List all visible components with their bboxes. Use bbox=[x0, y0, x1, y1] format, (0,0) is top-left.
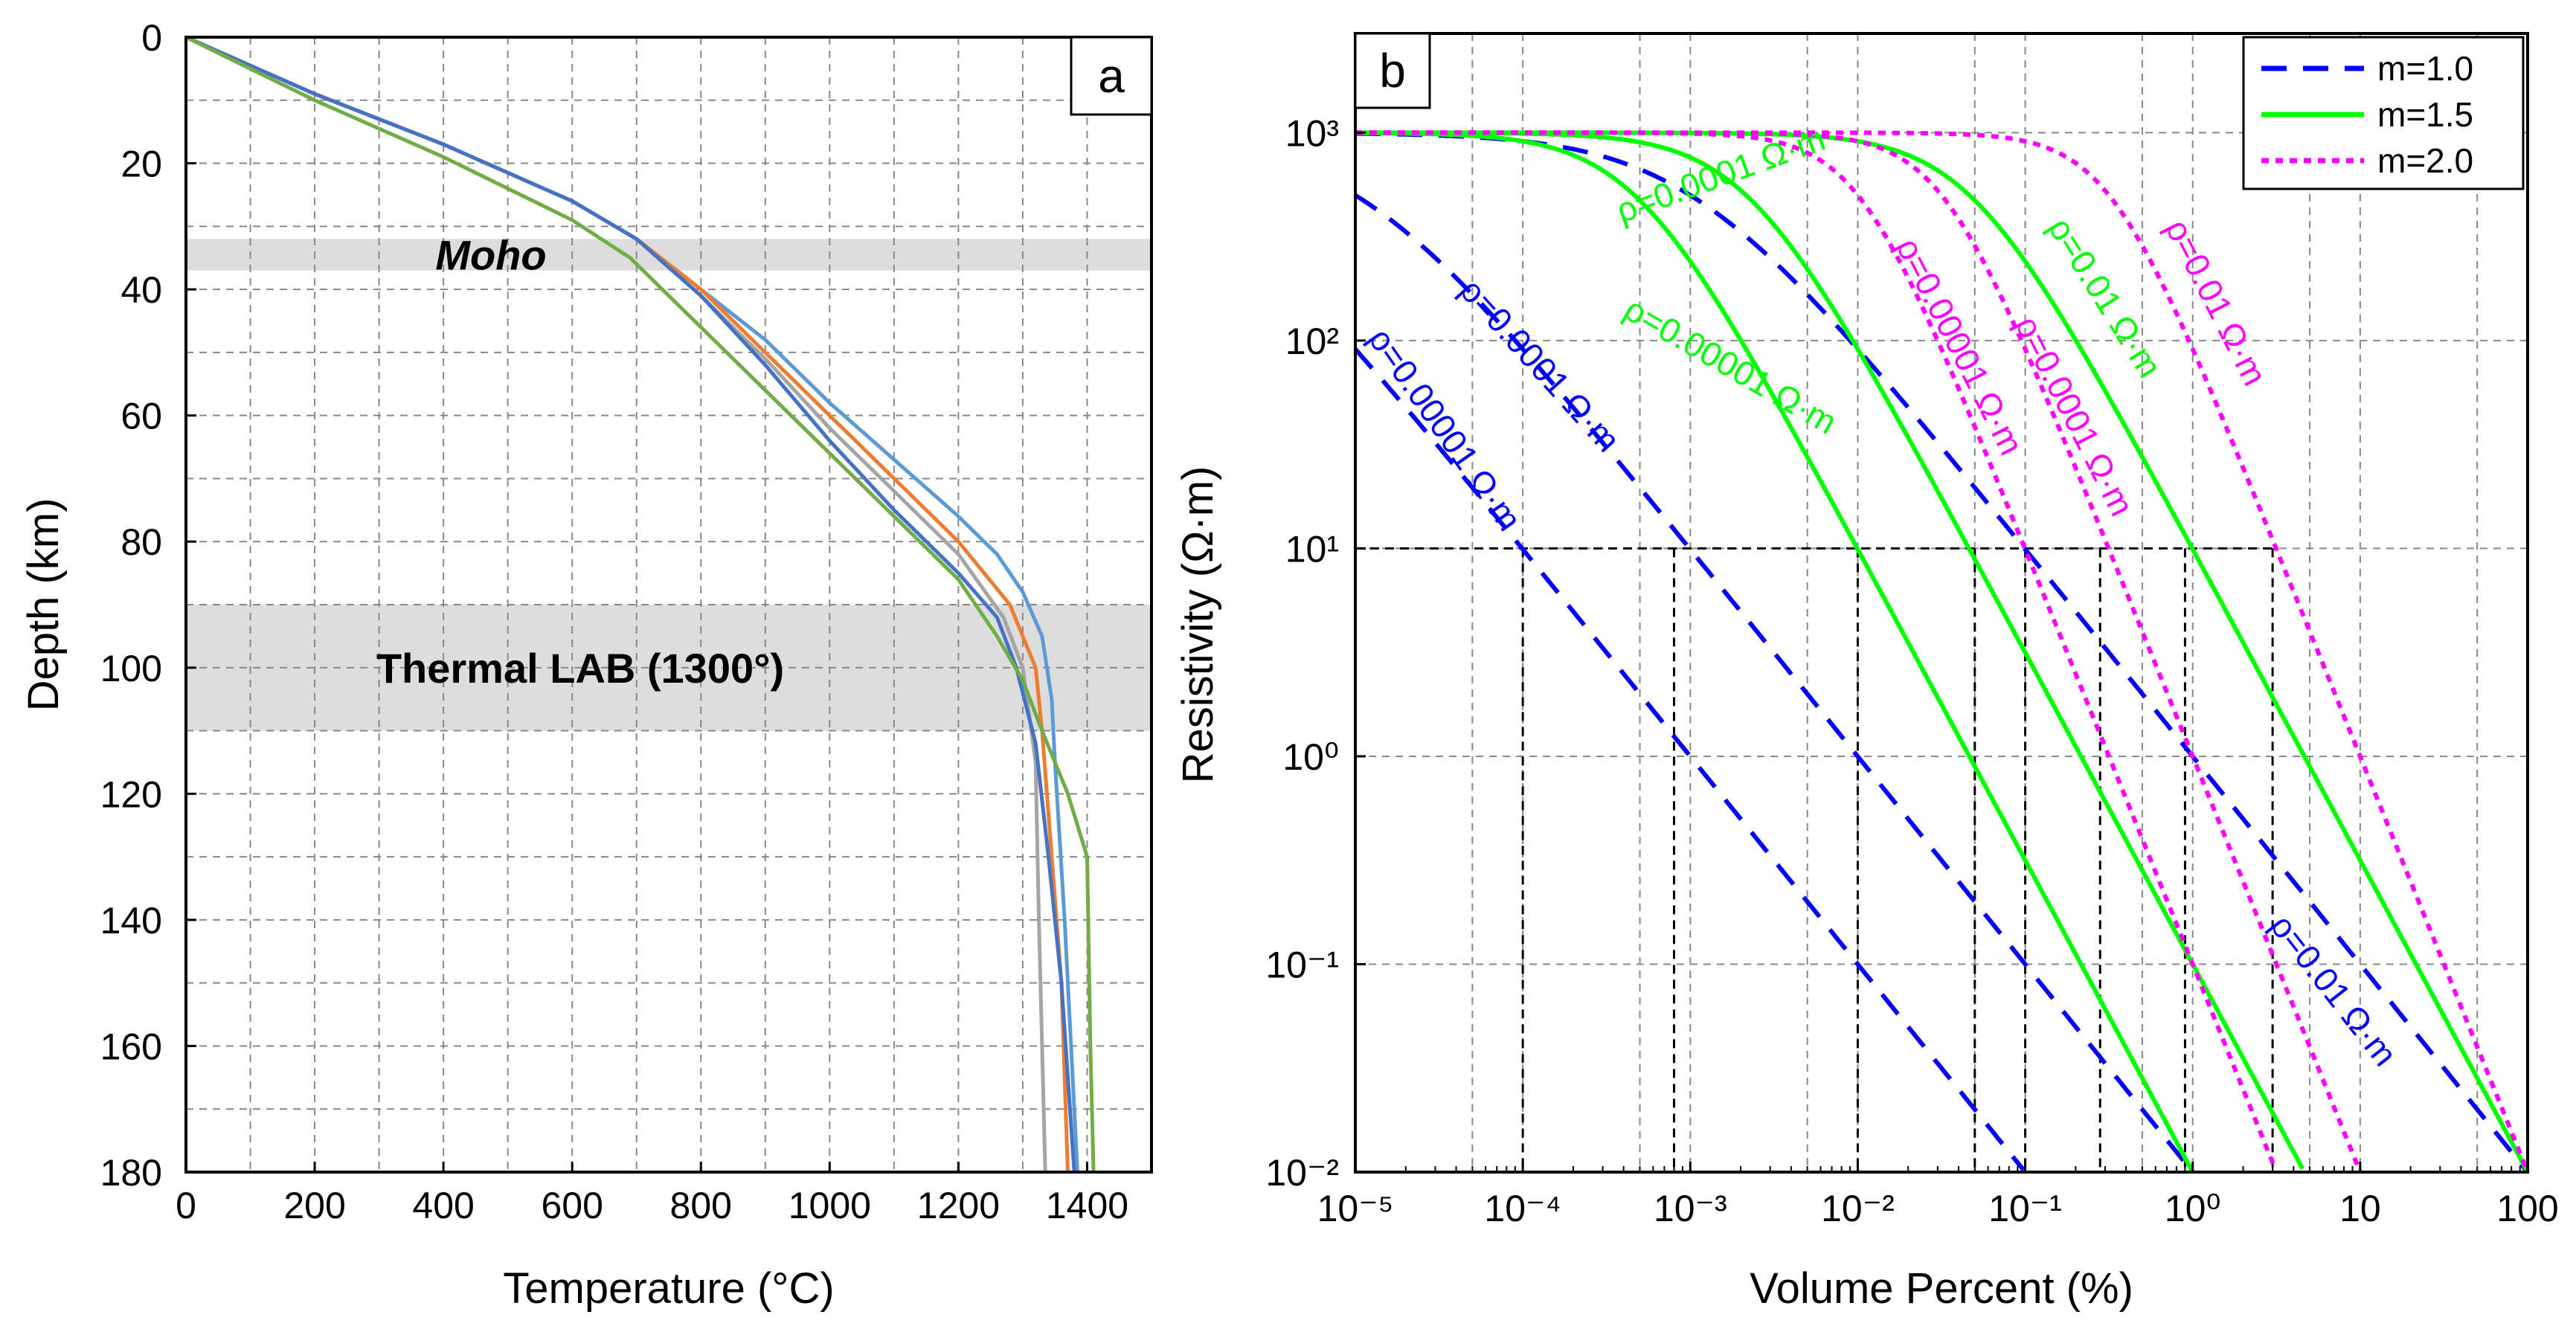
curve-label: ρ=0.0001 Ω·m bbox=[1453, 271, 1628, 460]
legend-label-3: m=2.0 bbox=[2377, 141, 2473, 180]
y-axis-label: Resistivity (Ω·m) bbox=[1174, 466, 1222, 784]
resistivity-curve-m1-1 bbox=[1353, 347, 2026, 1172]
y-tick-label: 120 bbox=[100, 773, 162, 815]
x-tick-label: 100 bbox=[2496, 1188, 2558, 1229]
x-tick-label: 10⁻⁵ bbox=[1317, 1188, 1394, 1229]
x-tick-label: 10⁰ bbox=[2165, 1188, 2221, 1229]
lab-label: Thermal LAB (1300°) bbox=[376, 645, 784, 692]
x-tick-label: 0 bbox=[176, 1185, 196, 1226]
legend-label-1: m=1.0 bbox=[2377, 49, 2473, 88]
x-tick-label: 10⁻³ bbox=[1654, 1188, 1727, 1229]
resistivity-curve-m1.5-4 bbox=[1355, 130, 2194, 1173]
x-tick-label: 600 bbox=[541, 1185, 603, 1226]
panel-letter-box bbox=[1070, 36, 1153, 116]
y-tick-label: 60 bbox=[121, 396, 162, 437]
legend-label-2: m=1.5 bbox=[2377, 95, 2473, 134]
y-tick-label: 0 bbox=[141, 17, 162, 59]
y-tick-label: 10⁻² bbox=[1265, 1152, 1339, 1194]
y-tick-label: 10¹ bbox=[1285, 528, 1339, 570]
moho-label: Moho bbox=[435, 231, 546, 278]
panel-letter: a bbox=[1098, 49, 1125, 103]
resistivity-curve-m1-2 bbox=[1354, 193, 2194, 1174]
x-tick-label: 400 bbox=[412, 1185, 474, 1226]
panel-letter-box bbox=[1354, 32, 1431, 109]
x-axis-label: Volume Percent (%) bbox=[1750, 1264, 2133, 1313]
x-tick-label: 1400 bbox=[1046, 1185, 1128, 1226]
y-tick-label: 180 bbox=[100, 1152, 162, 1194]
y-axis-label: Depth (km) bbox=[19, 498, 68, 712]
geotherm-line-4 bbox=[184, 35, 1076, 1173]
resistivity-curve-m2-8 bbox=[1355, 130, 2361, 1170]
y-tick-label: 40 bbox=[121, 269, 162, 311]
curve-label: ρ=0.00001 Ω·m bbox=[1618, 289, 1843, 442]
plot-frame bbox=[184, 36, 1153, 1174]
x-tick-label: 1200 bbox=[917, 1185, 1000, 1226]
panel-b: ρ=0.00001 Ω·mρ=0.0001 Ω·mρ=0.01 Ω·mρ=0.0… bbox=[1174, 32, 2559, 1313]
y-tick-label: 160 bbox=[100, 1026, 162, 1067]
resistivity-curve-m2-9 bbox=[1355, 130, 2530, 1174]
y-tick-label: 10³ bbox=[1285, 112, 1339, 154]
y-tick-label: 10⁻¹ bbox=[1265, 944, 1339, 985]
y-tick-label: 100 bbox=[100, 648, 162, 689]
curve-label: ρ=0.00001 Ω·m bbox=[1889, 231, 2031, 461]
x-tick-label: 10⁻¹ bbox=[1988, 1188, 2062, 1229]
y-tick-label: 80 bbox=[121, 521, 162, 563]
x-tick-label: 200 bbox=[283, 1185, 345, 1226]
panel-letter: b bbox=[1379, 44, 1406, 97]
curve-label: ρ=0.01 Ω·m bbox=[2158, 213, 2275, 391]
curve-label: ρ=0.01 Ω·m bbox=[2263, 907, 2405, 1073]
x-axis-label: Temperature (°C) bbox=[503, 1264, 834, 1313]
y-tick-label: 10² bbox=[1285, 321, 1339, 362]
x-tick-label: 10⁻² bbox=[1821, 1188, 1895, 1229]
legend: m=1.0 m=1.5 m=2.0 bbox=[2242, 36, 2525, 190]
plot-frame bbox=[1354, 32, 2529, 1174]
geotherm-line-5 bbox=[184, 35, 1096, 1173]
x-tick-label: 10 bbox=[2339, 1188, 2381, 1229]
resistivity-curve-m1.5-6 bbox=[1355, 130, 2530, 1174]
y-tick-label: 20 bbox=[121, 144, 162, 185]
x-tick-label: 800 bbox=[670, 1185, 732, 1226]
y-tick-label: 10⁰ bbox=[1282, 736, 1339, 778]
x-tick-label: 1000 bbox=[788, 1185, 871, 1226]
x-tick-label: 10⁻⁴ bbox=[1484, 1188, 1561, 1229]
y-tick-label: 140 bbox=[100, 900, 162, 942]
